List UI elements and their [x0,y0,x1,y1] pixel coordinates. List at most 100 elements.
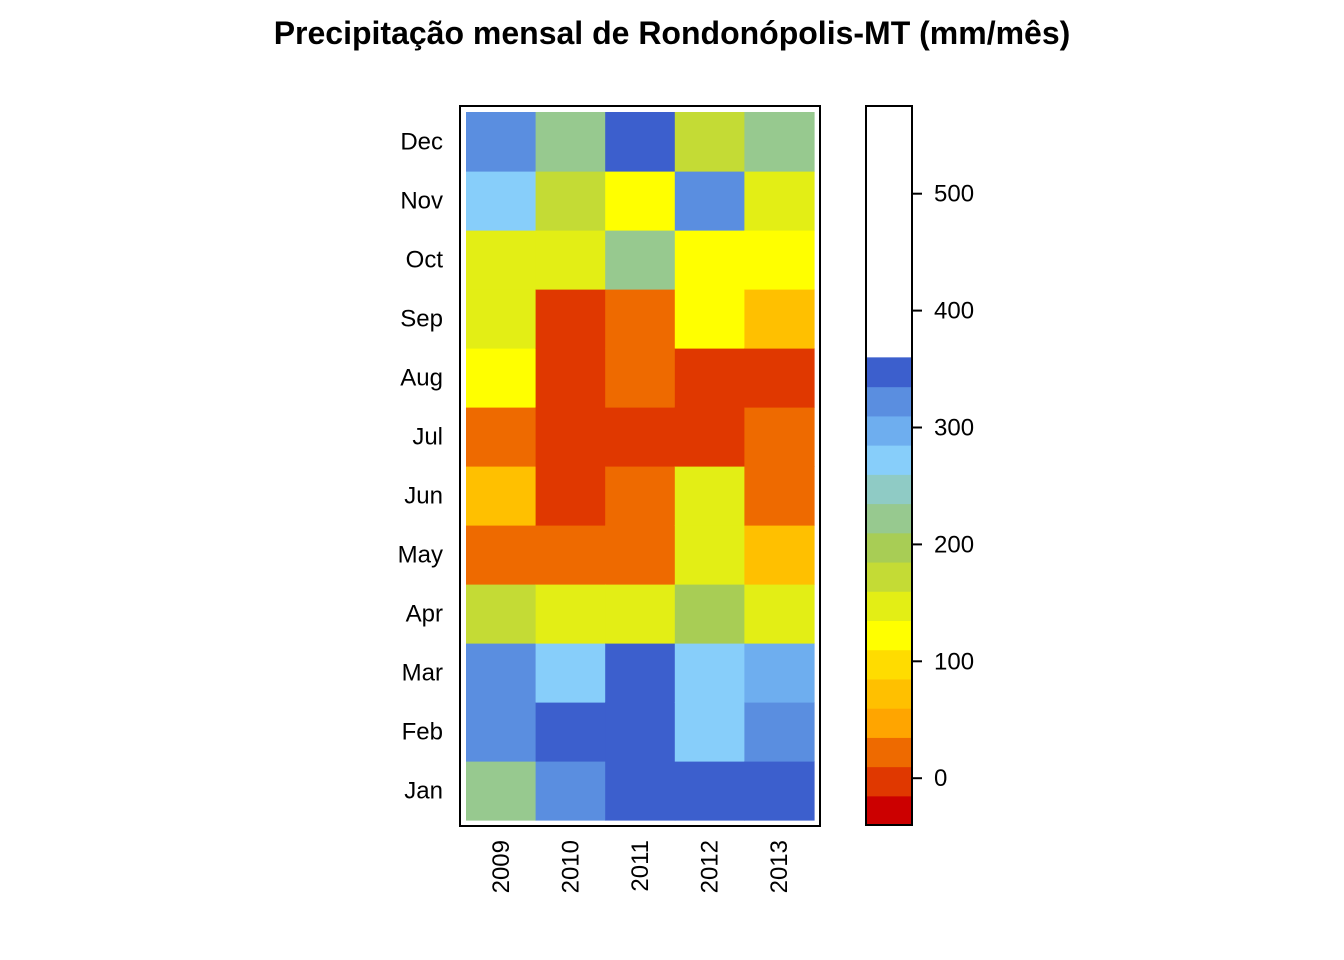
x-tick-label-2009: 2009 [488,840,515,893]
heatmap-cell-2011-oct [605,230,676,290]
x-tick-label-2011: 2011 [627,840,654,892]
heatmap-cell-2009-jul [466,407,537,467]
heatmap-cell-2010-sep [535,289,606,349]
heatmap-cell-2011-dec [605,112,676,172]
heatmap-cell-2012-feb [674,702,745,762]
heatmap-cell-2013-feb [744,702,815,762]
heatmap-cell-2009-may [466,525,537,585]
heatmap-cell-2011-jun [605,466,676,526]
heatmap-cell-2010-aug [535,348,606,408]
heatmap-cell-2011-feb [605,702,676,762]
colorbar-bin-0 [866,795,912,826]
heatmap-cell-2009-sep [466,289,537,349]
heatmap-cell-2013-mar [744,643,815,703]
y-tick-label-nov: Nov [400,188,443,215]
colorbar-bin-4 [866,678,912,709]
y-tick-label-apr: Apr [406,601,443,628]
colorbar-legend: 0 100 200 300 400 500 [865,105,974,826]
heatmap-cell-2011-jan [605,761,676,821]
heatmap-cell-2013-dec [744,112,815,172]
colorbar-bin-11 [866,474,912,505]
heatmap-cell-2010-jan [535,761,606,821]
y-tick-label-jul: Jul [412,424,443,451]
colorbar-bin-12 [866,445,912,475]
heatmap-cell-2009-nov [466,171,537,231]
colorbar-bin-7 [866,591,912,622]
heatmap-cell-2012-jul [674,407,745,467]
colorbar-tick-label: 100 [934,648,974,675]
colorbar-bin-15 [866,357,912,388]
colorbar-tick-label: 200 [934,531,974,558]
colorbar-bin-10 [866,503,912,534]
heatmap-cell-2010-mar [535,643,606,703]
heatmap-cell-2012-mar [674,643,745,703]
heatmap-cell-2011-aug [605,348,676,408]
colorbar-frame [865,105,913,826]
colorbar-bin-3 [866,708,912,738]
heatmap-cell-2011-apr [605,584,676,644]
colorbar-bin-6 [866,620,912,651]
heatmap-cell-2012-jan [674,761,745,821]
y-tick-label-jan: Jan [404,778,443,805]
x-tick-label-2013: 2013 [766,840,793,893]
heatmap-cell-2013-oct [744,230,815,290]
heatmap-cell-2013-aug [744,348,815,408]
heatmap-cell-2009-dec [466,112,537,172]
heatmap-cell-2010-oct [535,230,606,290]
colorbar-bin-8 [866,561,912,592]
heatmap-cells [466,112,815,821]
x-axis-labels: 2009 2010 2011 2012 2013 [488,840,793,893]
colorbar-bin-9 [866,532,912,563]
colorbar-tick-label: 400 [934,298,974,325]
heatmap-cell-2013-may [744,525,815,585]
heatmap-cell-2010-jul [535,407,606,467]
heatmap-cell-2011-may [605,525,676,585]
colorbar-bin-14 [866,386,912,417]
heatmap-cell-2012-nov [674,171,745,231]
heatmap-cell-2010-apr [535,584,606,644]
y-tick-label-dec: Dec [400,129,443,156]
heatmap-cell-2012-aug [674,348,745,408]
heatmap-cell-2011-jul [605,407,676,467]
y-tick-label-mar: Mar [402,660,443,687]
heatmap-cell-2011-nov [605,171,676,231]
heatmap-cell-2012-sep [674,289,745,349]
heatmap-cell-2013-nov [744,171,815,231]
x-tick-label-2010: 2010 [557,840,584,893]
y-tick-label-oct: Oct [406,247,444,274]
heatmap-cell-2012-jun [674,466,745,526]
heatmap-cell-2013-apr [744,584,815,644]
heatmap-cell-2012-dec [674,112,745,172]
plot-frame [459,105,821,827]
heatmap-cell-2013-sep [744,289,815,349]
heatmap-cell-2010-may [535,525,606,585]
heatmap-cell-2010-feb [535,702,606,762]
heatmap-cell-2012-may [674,525,745,585]
colorbar-tick-label: 500 [934,181,974,208]
heatmap-cell-2011-sep [605,289,676,349]
y-tick-label-aug: Aug [400,365,443,392]
heatmap-cell-2009-feb [466,702,537,762]
heatmap-cell-2012-oct [674,230,745,290]
y-tick-label-feb: Feb [402,719,443,746]
heatmap-cell-2013-jul [744,407,815,467]
colorbar-bin-13 [866,415,912,446]
x-tick-label-2012: 2012 [697,840,724,893]
heatmap-cell-2013-jun [744,466,815,526]
heatmap-cell-2009-jan [466,761,537,821]
heatmap-cell-2010-jun [535,466,606,526]
heatmap-cell-2013-jan [744,761,815,821]
heatmap-cell-2010-dec [535,112,606,172]
heatmap-cell-2010-nov [535,171,606,231]
heatmap-cell-2009-oct [466,230,537,290]
heatmap-cell-2012-apr [674,584,745,644]
y-tick-label-jun: Jun [404,483,443,510]
colorbar-bin-2 [866,737,912,768]
heatmap-cell-2009-aug [466,348,537,408]
chart-title: Precipitação mensal de Rondonópolis-MT (… [274,15,1071,51]
heatmap-cell-2009-mar [466,643,537,703]
y-tick-label-may: May [398,542,443,569]
colorbar-bin-1 [866,766,912,797]
colorbar-tick-label: 0 [934,765,947,792]
